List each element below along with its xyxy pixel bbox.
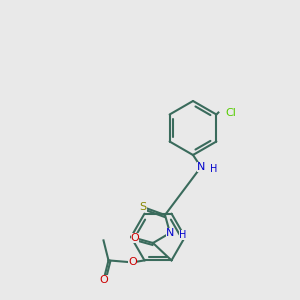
Text: Cl: Cl xyxy=(225,107,236,118)
Text: O: O xyxy=(99,275,108,285)
Text: N: N xyxy=(197,162,205,172)
Text: O: O xyxy=(130,233,140,243)
Text: N: N xyxy=(166,228,174,238)
Text: H: H xyxy=(210,164,218,174)
Text: H: H xyxy=(179,230,186,240)
Text: S: S xyxy=(140,202,147,212)
Text: O: O xyxy=(128,257,137,267)
